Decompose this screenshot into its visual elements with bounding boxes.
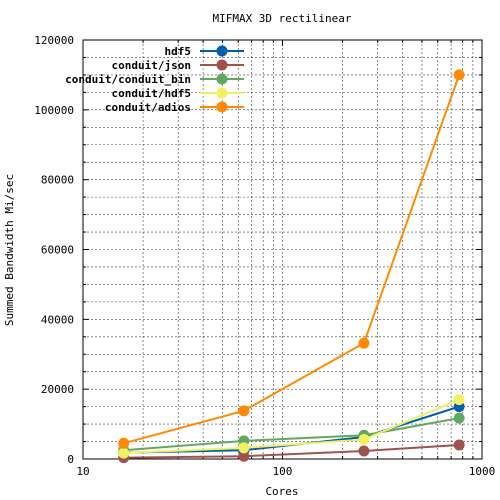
series-line [123, 398, 460, 455]
data-point [453, 69, 465, 81]
chart-title: MIFMAX 3D rectilinear [212, 12, 351, 25]
data-point [358, 445, 370, 457]
data-point [238, 405, 250, 417]
x-tick-label: 10 [76, 465, 89, 478]
y-tick-label: 120000 [34, 34, 74, 47]
data-point [453, 412, 465, 424]
data-point [238, 442, 250, 454]
series-line [123, 444, 460, 459]
legend-marker [216, 59, 228, 71]
y-axis-label: Summed Bandwidth Mi/sec [3, 174, 16, 326]
data-point [118, 447, 130, 459]
legend-label: conduit/hdf5 [112, 87, 191, 100]
series-hdf5 [118, 401, 465, 459]
x-axis-label: Cores [265, 485, 298, 498]
data-point [118, 437, 130, 449]
series-layer [118, 69, 465, 464]
legend-marker [216, 101, 228, 113]
y-tick-label: 80000 [41, 174, 74, 187]
y-axis: 0 20000 40000 60000 80000 100000 120000 [34, 34, 482, 466]
legend-marker [216, 87, 228, 99]
x-tick-label: 1000 [469, 465, 496, 478]
series-conduit-hdf5 [118, 394, 465, 459]
series-line [123, 417, 460, 452]
series-conduit-adios [118, 69, 465, 449]
x-tick-label: 100 [273, 465, 293, 478]
legend-label: conduit/json [112, 59, 191, 72]
y-tick-label: 40000 [41, 313, 74, 326]
series-line [123, 74, 461, 445]
y-tick-label: 60000 [41, 244, 74, 257]
data-point [238, 450, 250, 462]
data-point [358, 433, 370, 445]
data-point [358, 337, 370, 349]
y-tick-label: 20000 [41, 383, 74, 396]
legend-label: conduit/conduit_bin [65, 73, 191, 86]
legend-marker [216, 45, 228, 57]
legend-marker [216, 73, 228, 85]
legend: hdf5conduit/jsonconduit/conduit_bincondu… [65, 45, 244, 114]
y-tick-label: 100000 [34, 104, 74, 117]
legend-label: hdf5 [165, 45, 192, 58]
series-conduit-json [118, 439, 465, 464]
y-tick-label: 0 [67, 453, 74, 466]
data-point [453, 394, 465, 406]
legend-label: conduit/adios [105, 101, 191, 114]
data-point [453, 439, 465, 451]
